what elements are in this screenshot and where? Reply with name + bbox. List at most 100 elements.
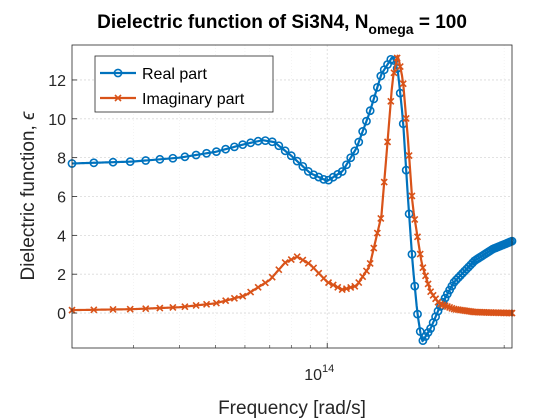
series-layer: [67, 54, 517, 345]
data-point: [369, 94, 379, 104]
data-point: [254, 283, 262, 291]
data-point: [405, 152, 413, 160]
y-axis-label: Dielectric function, ϵ: [18, 111, 39, 281]
data-point: [366, 259, 374, 268]
data-point: [377, 214, 385, 222]
data-point: [293, 253, 301, 261]
chart-title-main: Dielectric function of Si3N4, N: [97, 12, 368, 33]
data-point: [359, 273, 367, 281]
data-point: [449, 277, 459, 287]
chart-title: Dielectric function of Si3N4, Nomega = 1…: [97, 12, 467, 37]
data-point: [413, 233, 422, 241]
data-point: [416, 250, 424, 258]
data-point: [169, 303, 177, 312]
data-point: [396, 63, 404, 71]
data-point: [141, 156, 151, 165]
data-point: [247, 288, 255, 296]
data-point: [222, 297, 230, 305]
data-point: [424, 280, 432, 288]
y-tick-label: 8: [57, 151, 66, 168]
legend-marker-glyph: [114, 94, 122, 102]
data-point: [142, 305, 150, 313]
data-point: [310, 264, 318, 272]
data-point: [238, 140, 248, 150]
data-point: [268, 273, 276, 281]
data-point: [286, 151, 296, 161]
data-point: [192, 301, 200, 310]
y-tick-label: 2: [57, 267, 66, 284]
data-point: [191, 150, 201, 160]
axis-ticks: 1014 0 2 4 6 8 10 12: [48, 73, 505, 384]
data-point: [334, 283, 342, 291]
data-point: [202, 148, 211, 158]
legend-marker-glyph: [113, 68, 123, 78]
data-point: [287, 256, 295, 264]
data-point: [373, 229, 381, 237]
data-point: [399, 80, 407, 88]
data-point: [309, 170, 319, 180]
data-point: [362, 116, 371, 126]
legend: Real part Imaginary part: [94, 55, 274, 113]
data-point: [202, 300, 211, 308]
data-point: [337, 167, 347, 176]
data-point: [261, 279, 269, 287]
data-point: [358, 127, 368, 136]
data-point: [506, 309, 515, 317]
data-point: [365, 106, 375, 116]
data-point: [108, 157, 118, 167]
data-point: [126, 305, 134, 313]
data-point: [407, 249, 417, 259]
data-point: [125, 157, 135, 167]
legend-marker-real: [113, 68, 123, 78]
data-point: [393, 54, 401, 62]
data-point: [281, 258, 289, 267]
data-point: [89, 158, 99, 168]
data-point: [350, 146, 360, 156]
data-point: [181, 303, 189, 311]
data-point: [324, 279, 333, 287]
data-point: [274, 141, 284, 151]
data-point: [299, 256, 307, 264]
chart-title-suffix: = 100: [414, 12, 467, 33]
data-point: [168, 153, 178, 163]
data-point: [370, 244, 378, 252]
data-point: [230, 294, 238, 302]
data-point: [329, 281, 337, 289]
data-point: [354, 137, 364, 147]
data-point: [211, 147, 221, 157]
data-point: [410, 281, 420, 291]
x-tick-label: 1014: [304, 363, 334, 384]
data-point: [212, 299, 220, 307]
data-point: [408, 192, 416, 200]
legend-box: [94, 55, 274, 113]
data-point: [319, 174, 329, 184]
y-tick-label: 0: [57, 306, 66, 323]
data-point: [275, 266, 283, 274]
x-axis-label: Frequency [rad/s]: [218, 398, 366, 419]
data-point: [156, 304, 164, 312]
y-tick-label: 6: [57, 190, 66, 207]
data-point: [411, 215, 419, 223]
data-point: [221, 144, 231, 154]
data-point: [109, 305, 117, 314]
data-point: [292, 156, 302, 166]
data-point: [404, 209, 414, 219]
data-point: [90, 306, 98, 314]
data-point: [239, 292, 247, 300]
data-point: [433, 306, 443, 316]
data-point: [342, 160, 351, 170]
series-imaginary-part: [68, 54, 516, 317]
y-tick-label: 12: [48, 73, 66, 90]
y-tick-label: 10: [48, 112, 66, 129]
y-tick-label: 4: [57, 228, 66, 245]
data-point: [390, 69, 398, 77]
data-point: [267, 137, 277, 147]
data-point: [298, 161, 308, 171]
data-point: [402, 114, 410, 123]
data-point: [387, 97, 395, 105]
chart-title-subscript: omega: [368, 21, 413, 37]
legend-marker-imaginary: [114, 94, 122, 102]
data-point: [346, 153, 356, 163]
